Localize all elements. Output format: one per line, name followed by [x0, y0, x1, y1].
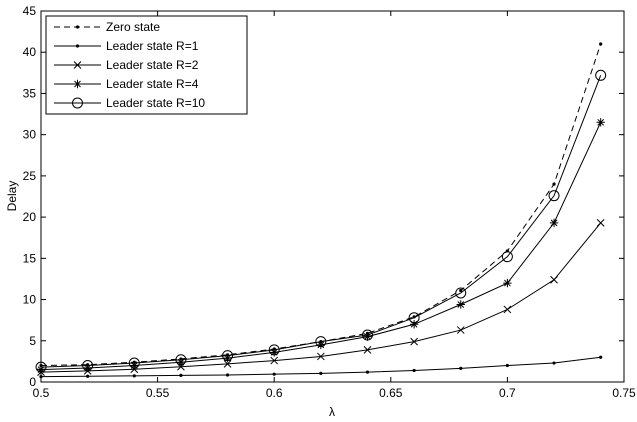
data-point-4: [128, 357, 140, 369]
series-line-4: [40, 75, 602, 368]
data-point-2: [550, 275, 558, 284]
data-point-3: [409, 320, 419, 329]
data-point-1: [552, 361, 556, 365]
data-point-1: [459, 366, 463, 370]
data-point-2: [456, 326, 465, 334]
data-point-4: [361, 329, 373, 341]
data-point-4: [408, 312, 420, 324]
data-point-3: [549, 218, 559, 228]
x-tick-label: 0.5: [33, 386, 50, 400]
y-tick-label: 40: [23, 45, 37, 59]
data-point-2: [316, 352, 325, 361]
x-tick-label: 0.7: [499, 386, 516, 400]
legend-label: Leader state R=10: [106, 96, 205, 110]
legend-label: Leader state R=1: [106, 39, 199, 53]
data-point-4: [82, 360, 94, 372]
y-tick-label: 30: [23, 128, 37, 142]
data-point-0: [552, 182, 556, 186]
data-point-3: [456, 300, 465, 309]
legend-marker: [73, 79, 82, 89]
y-tick-label: 10: [23, 293, 37, 307]
series-1: [39, 355, 603, 379]
data-point-3: [223, 353, 232, 363]
data-point-1: [86, 374, 90, 378]
series-4: [35, 69, 607, 373]
data-point-1: [179, 373, 183, 378]
data-point-3: [83, 363, 92, 373]
data-point-2: [223, 360, 232, 368]
legend-item: Leader state R=1: [54, 39, 199, 53]
data-point-4: [548, 190, 560, 202]
y-tick-label: 5: [29, 334, 36, 348]
data-point-4: [595, 69, 607, 81]
data-point-4: [315, 336, 327, 348]
x-tick-label: 0.75: [612, 386, 636, 400]
data-point-3: [176, 358, 186, 367]
data-point-4: [268, 344, 280, 356]
legend-item: Zero state: [54, 20, 160, 34]
legend-label: Zero state: [106, 20, 160, 34]
y-axis-label: Delay: [5, 181, 19, 212]
data-point-1: [365, 370, 370, 374]
x-tick-label: 0.6: [266, 386, 283, 400]
y-tick-label: 35: [23, 86, 37, 100]
x-axis-label: λ: [329, 405, 335, 419]
data-point-2: [596, 219, 605, 227]
legend: Zero state Leader state R=1 Leader state R…: [45, 15, 248, 115]
data-point-0: [599, 42, 603, 46]
legend-label: Leader state R=2: [106, 58, 199, 72]
data-point-4: [501, 251, 513, 263]
x-tick-label: 0.65: [379, 386, 403, 400]
data-point-2: [270, 356, 279, 365]
y-tick-label: 20: [23, 210, 37, 224]
y-tick-label: 25: [23, 169, 37, 183]
y-tick-label: 45: [23, 4, 37, 18]
data-point-1: [319, 371, 323, 375]
plot-frame: [40, 10, 625, 383]
x-tick-label: 0.55: [146, 386, 170, 400]
legend-marker: [75, 25, 80, 29]
legend-marker: [72, 97, 83, 109]
legend-label: Leader state R=4: [106, 77, 199, 91]
data-point-2: [503, 305, 512, 314]
y-tick-label: 0: [29, 375, 36, 389]
legend-item: Leader state R=10: [54, 96, 205, 110]
data-point-1: [599, 355, 603, 359]
legend-marker: [75, 44, 80, 48]
legend-item: Leader state R=4: [54, 77, 199, 91]
data-point-1: [225, 373, 230, 377]
series-3: [36, 118, 605, 374]
data-point-3: [503, 278, 512, 288]
data-point-4: [455, 287, 467, 299]
data-point-1: [412, 368, 416, 373]
data-point-3: [363, 332, 372, 341]
y-tick-label: 15: [23, 251, 37, 265]
legend-marker: [73, 61, 82, 69]
axis-ticks: 0.5 0.55 0.6 0.65 0.7 0.75 0 5 10 15 20 25 30 35 40 45: [23, 4, 636, 400]
legend-item: Leader state R=2: [54, 58, 199, 72]
data-point-3: [316, 340, 326, 350]
data-point-0: [459, 288, 463, 293]
data-point-4: [222, 350, 234, 362]
data-point-3: [130, 361, 139, 370]
data-point-1: [132, 374, 136, 378]
data-point-3: [270, 348, 279, 357]
data-point-4: [175, 354, 187, 366]
data-point-1: [272, 372, 276, 376]
data-point-3: [596, 118, 605, 127]
data-point-2: [363, 345, 372, 354]
data-point-1: [505, 363, 509, 368]
series-group: [35, 42, 607, 379]
data-point-2: [410, 337, 418, 346]
